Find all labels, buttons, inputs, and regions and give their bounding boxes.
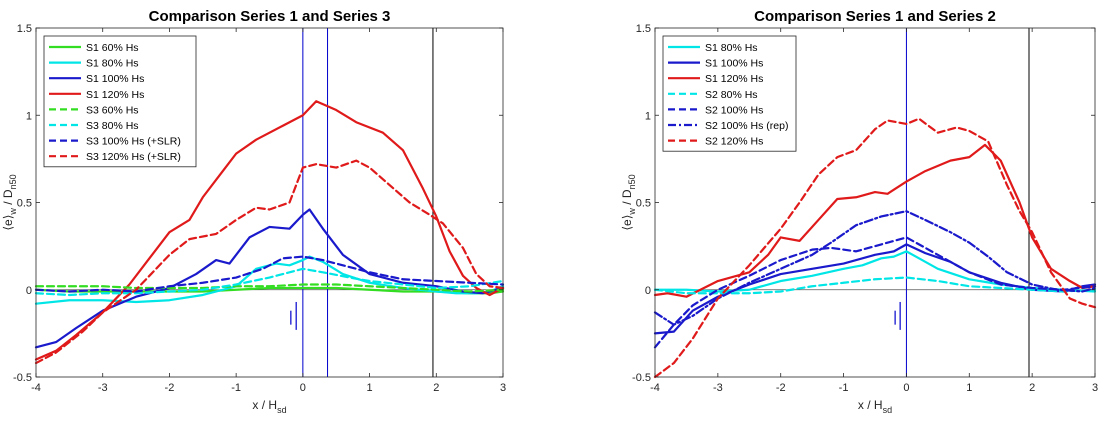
- series-line-3: [653, 143, 1097, 298]
- legend-label: S1 100% Hs: [705, 58, 763, 70]
- legend-label: S1 120% Hs: [86, 89, 144, 101]
- legend-label: S1 120% Hs: [705, 73, 763, 85]
- x-tick-label: -4: [31, 382, 41, 394]
- y-tick-label: 0: [645, 285, 651, 297]
- y-tick-label: -0.5: [13, 372, 32, 384]
- chart-title: Comparison Series 1 and Series 2: [754, 8, 996, 25]
- legend-label: S3 80% Hs: [86, 120, 139, 132]
- x-axis-label: x / Hsd: [252, 398, 286, 415]
- x-tick-label: 2: [433, 382, 439, 394]
- legend-label: S2 80% Hs: [705, 89, 758, 101]
- y-axis-label: ⟨e⟩w / Dn50: [1, 174, 18, 230]
- y-tick-label: 0.5: [636, 198, 651, 210]
- x-tick-label: -3: [98, 382, 108, 394]
- legend-label: S3 100% Hs (+SLR): [86, 136, 181, 148]
- series-line-5: [653, 236, 1097, 349]
- series-line-2: [34, 255, 505, 305]
- x-tick-label: 3: [1092, 382, 1098, 394]
- x-tick-label: -1: [839, 382, 849, 394]
- y-axis-label: ⟨e⟩w / Dn50: [620, 174, 637, 230]
- x-tick-label: 0: [300, 382, 306, 394]
- chart-panel-1: -4 -3 -2 -1 0 1 2 3 -0.5 0 0.5 1 1.5 Comparison Serie…: [1, 8, 506, 415]
- y-tick-label: 0.5: [17, 198, 32, 210]
- y-tick-label: 1: [645, 110, 651, 122]
- legend-label: S1 100% Hs: [86, 73, 144, 85]
- legend-label: S2 120% Hs: [705, 136, 763, 148]
- legend-box: [43, 35, 197, 168]
- x-tick-label: 2: [1029, 382, 1035, 394]
- legend-label: S1 80% Hs: [705, 42, 758, 54]
- x-tick-label: -4: [650, 382, 660, 394]
- y-tick-label: -0.5: [632, 372, 651, 384]
- legend-label: S2 100% Hs (rep): [705, 120, 788, 132]
- legend-label: S1 80% Hs: [86, 58, 139, 70]
- y-tick-label: 0: [26, 285, 32, 297]
- y-tick-label: 1: [26, 110, 32, 122]
- series-line-4: [34, 100, 505, 361]
- x-tick-label: -2: [165, 382, 175, 394]
- series-line-6: [653, 210, 1097, 326]
- y-tick-label: 1.5: [17, 23, 32, 35]
- x-tick-label: 1: [367, 382, 373, 394]
- x-tick-label: -1: [231, 382, 241, 394]
- series-line-7: [34, 255, 505, 293]
- series-line-7: [653, 117, 1097, 379]
- legend-label: S3 120% Hs (+SLR): [86, 151, 181, 163]
- x-tick-label: -2: [776, 382, 786, 394]
- chart-panel-2: -4 -3 -2 -1 0 1 2 3 -0.5 0 0.5 1 1.5 Comparison Serie…: [620, 8, 1098, 415]
- legend-label: S3 60% Hs: [86, 104, 139, 116]
- legend-label: S2 100% Hs: [705, 104, 763, 116]
- series-line-3: [34, 208, 505, 349]
- series-line-6: [34, 267, 505, 297]
- series-line-5: [34, 283, 505, 293]
- legend: S1 80% Hs S1 100% Hs S1 120% Hs S2 80% Hs S2…: [662, 35, 797, 152]
- legend-label: S1 60% Hs: [86, 42, 139, 54]
- series-line-8: [34, 159, 505, 365]
- chart-title: Comparison Series 1 and Series 3: [149, 8, 391, 25]
- x-tick-label: 1: [966, 382, 972, 394]
- x-tick-label: 0: [903, 382, 909, 394]
- x-tick-label: -3: [713, 382, 723, 394]
- x-tick-label: 3: [500, 382, 506, 394]
- y-tick-label: 1.5: [636, 23, 651, 35]
- legend: S1 60% Hs S1 80% Hs S1 100% Hs S1 120% Hs S3…: [43, 35, 197, 168]
- x-axis-label: x / Hsd: [858, 398, 892, 415]
